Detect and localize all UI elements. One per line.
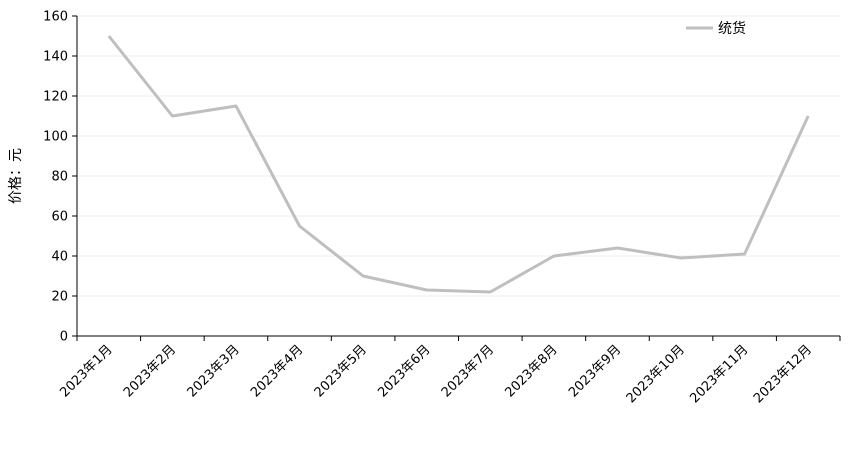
y-axis-title: 价格：元 — [8, 148, 24, 204]
x-tick-label: 2023年9月 — [566, 342, 624, 400]
y-tick-label: 160 — [43, 10, 68, 25]
series-line — [107, 35, 810, 294]
x-tick-label: 2023年11月 — [687, 342, 751, 406]
y-tick-labels: 0 20 40 60 80 100 120 140 160 — [43, 10, 68, 345]
y-tick-label: 40 — [51, 250, 68, 265]
x-tick-label: 2023年2月 — [121, 342, 179, 400]
legend-label: 统货 — [718, 20, 746, 37]
x-tick-label: 2023年6月 — [375, 342, 433, 400]
y-tick-label: 80 — [51, 170, 68, 185]
y-tick-label: 60 — [51, 210, 68, 225]
x-tick-label: 2023年7月 — [439, 342, 497, 400]
y-tick-label: 120 — [43, 90, 68, 105]
y-tick-label: 20 — [51, 290, 68, 305]
x-tick-label: 2023年3月 — [185, 342, 243, 400]
series-lines — [107, 35, 810, 294]
y-tick-label: 0 — [60, 330, 68, 345]
x-tick-labels: 2023年1月 2023年2月 2023年3月 2023年4月 2023年5月 2023年… — [57, 342, 815, 406]
y-tick-label: 100 — [43, 130, 68, 145]
legend: 统货 — [686, 20, 746, 37]
x-tick-label: 2023年5月 — [312, 342, 370, 400]
grid-lines — [77, 15, 840, 297]
x-tick-label: 2023年4月 — [248, 342, 306, 400]
axes — [72, 15, 841, 341]
x-tick-label: 2023年8月 — [502, 342, 560, 400]
x-tick-label: 2023年12月 — [751, 342, 815, 406]
y-tick-label: 140 — [43, 50, 68, 65]
x-tick-label: 2023年10月 — [624, 342, 688, 406]
x-tick-label: 2023年1月 — [57, 342, 115, 400]
